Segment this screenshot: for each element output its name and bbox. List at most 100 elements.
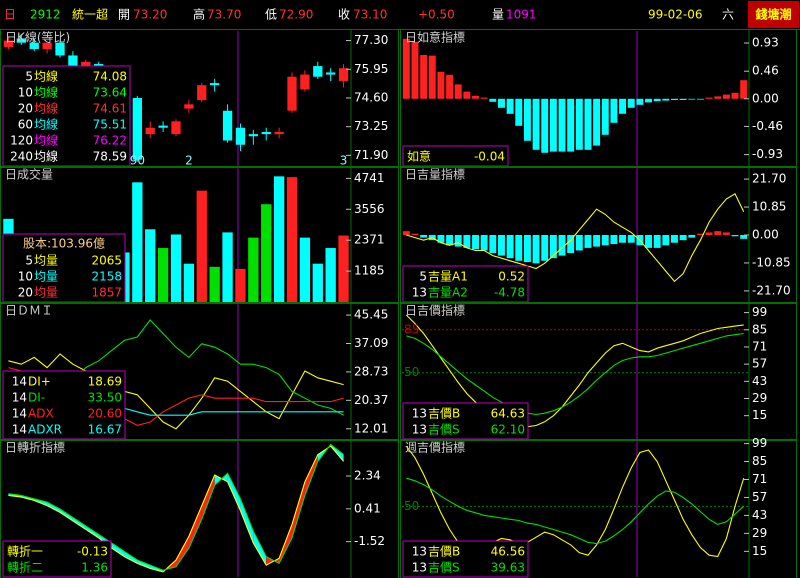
y-tick-label: 1185 bbox=[354, 264, 385, 278]
legend-name: 轉折二 bbox=[7, 560, 43, 575]
bar bbox=[645, 98, 652, 103]
bar bbox=[196, 190, 207, 302]
y-tick-label: 57 bbox=[752, 490, 767, 504]
series-line bbox=[405, 314, 744, 428]
header-text: 2912 bbox=[30, 8, 61, 22]
band-fill bbox=[201, 475, 215, 520]
candle-body bbox=[16, 38, 26, 43]
series-line bbox=[8, 443, 344, 571]
band-fill bbox=[111, 543, 125, 557]
bar bbox=[325, 248, 336, 302]
legend-name: 均線 bbox=[34, 101, 58, 116]
panel-title: 日K線(等比) bbox=[5, 30, 70, 45]
band-fill bbox=[124, 551, 138, 564]
bar bbox=[261, 204, 272, 302]
panel-frame bbox=[400, 302, 797, 441]
legend-value: 33.50 bbox=[88, 391, 122, 405]
candle-body bbox=[261, 131, 271, 135]
legend-name: 均線 bbox=[34, 85, 58, 100]
panel-title: 日轉折指標 bbox=[5, 440, 65, 455]
header-text: +0.50 bbox=[418, 8, 455, 22]
bar bbox=[688, 98, 696, 100]
bar bbox=[157, 248, 169, 302]
legend-value: 46.56 bbox=[491, 545, 525, 559]
plot-area bbox=[402, 168, 748, 302]
bar bbox=[338, 235, 349, 302]
panel-frame bbox=[0, 302, 399, 441]
y-tick-label: 15 bbox=[752, 544, 767, 558]
logo: 錢塘潮 bbox=[755, 7, 791, 22]
legend-name: 吉價B bbox=[428, 545, 460, 559]
bar bbox=[454, 84, 462, 99]
bar bbox=[498, 235, 505, 256]
candle-body bbox=[210, 83, 220, 86]
y-tick-label: 2371 bbox=[354, 233, 385, 247]
bar bbox=[489, 98, 497, 102]
y-tick-label: -21.70 bbox=[752, 283, 791, 297]
candle-body bbox=[313, 66, 323, 77]
bar bbox=[696, 98, 704, 100]
header-text: 日 bbox=[4, 8, 16, 22]
y-tick-label: 74.60 bbox=[354, 90, 388, 104]
legend-value: 78.59 bbox=[93, 150, 127, 164]
panel-title: 週吉價指標 bbox=[405, 440, 465, 455]
panel-title: 日吉價指標 bbox=[405, 303, 465, 318]
y-tick-label: -1.52 bbox=[354, 534, 385, 548]
band-fill bbox=[188, 505, 202, 549]
bar bbox=[402, 231, 410, 235]
bar bbox=[248, 237, 259, 302]
legend-box bbox=[402, 540, 529, 578]
bar bbox=[183, 263, 195, 302]
legend-value: 20.60 bbox=[88, 407, 122, 421]
legend-value: 39.63 bbox=[491, 561, 525, 575]
bar bbox=[286, 177, 298, 302]
y-tick-label: 71 bbox=[752, 339, 767, 353]
legend-value: -4.78 bbox=[494, 286, 525, 300]
legend-value: 64.63 bbox=[491, 407, 525, 421]
bar bbox=[627, 235, 635, 243]
bar bbox=[472, 95, 479, 99]
legend-name: 吉價S bbox=[428, 423, 460, 437]
header-text: 量 bbox=[492, 8, 504, 22]
candle-body bbox=[274, 131, 284, 135]
panel-frame bbox=[0, 166, 399, 304]
y-tick-label: -0.93 bbox=[752, 147, 783, 161]
series-line bbox=[8, 353, 344, 430]
candle-body bbox=[248, 134, 258, 137]
bar bbox=[132, 182, 143, 302]
legend-value: 75.51 bbox=[93, 118, 127, 132]
legend-box bbox=[2, 370, 126, 440]
bar bbox=[541, 98, 549, 153]
bar bbox=[463, 91, 471, 99]
y-tick-label: -0.46 bbox=[752, 119, 783, 133]
bar bbox=[601, 235, 609, 246]
bar bbox=[523, 235, 531, 263]
bar bbox=[428, 55, 436, 99]
bar bbox=[679, 98, 687, 100]
legend-period: 20 bbox=[18, 102, 33, 116]
bar bbox=[601, 98, 609, 135]
panel-frame bbox=[0, 439, 399, 578]
series-line bbox=[8, 445, 345, 573]
legend-box bbox=[2, 65, 131, 167]
legend-value: 74.08 bbox=[93, 70, 127, 84]
y-tick-label: 99 bbox=[752, 436, 767, 450]
series-line bbox=[406, 332, 744, 416]
y-tick-label: 71 bbox=[752, 472, 767, 486]
panel-frame bbox=[400, 29, 797, 168]
legend-period: 240 bbox=[10, 150, 33, 164]
legend-value: 16.67 bbox=[88, 423, 122, 437]
bar bbox=[567, 235, 575, 254]
bar bbox=[584, 235, 592, 248]
bar bbox=[671, 235, 678, 243]
bar bbox=[636, 98, 644, 105]
candle-body bbox=[184, 104, 194, 109]
bar bbox=[480, 235, 488, 251]
series-line bbox=[406, 477, 745, 545]
legend-value: 1857 bbox=[91, 286, 122, 300]
bar bbox=[489, 235, 497, 254]
legend-box bbox=[2, 233, 126, 303]
header-text: 統一超 bbox=[72, 7, 108, 22]
bar bbox=[549, 235, 557, 259]
y-tick-label: 85 bbox=[752, 454, 767, 468]
